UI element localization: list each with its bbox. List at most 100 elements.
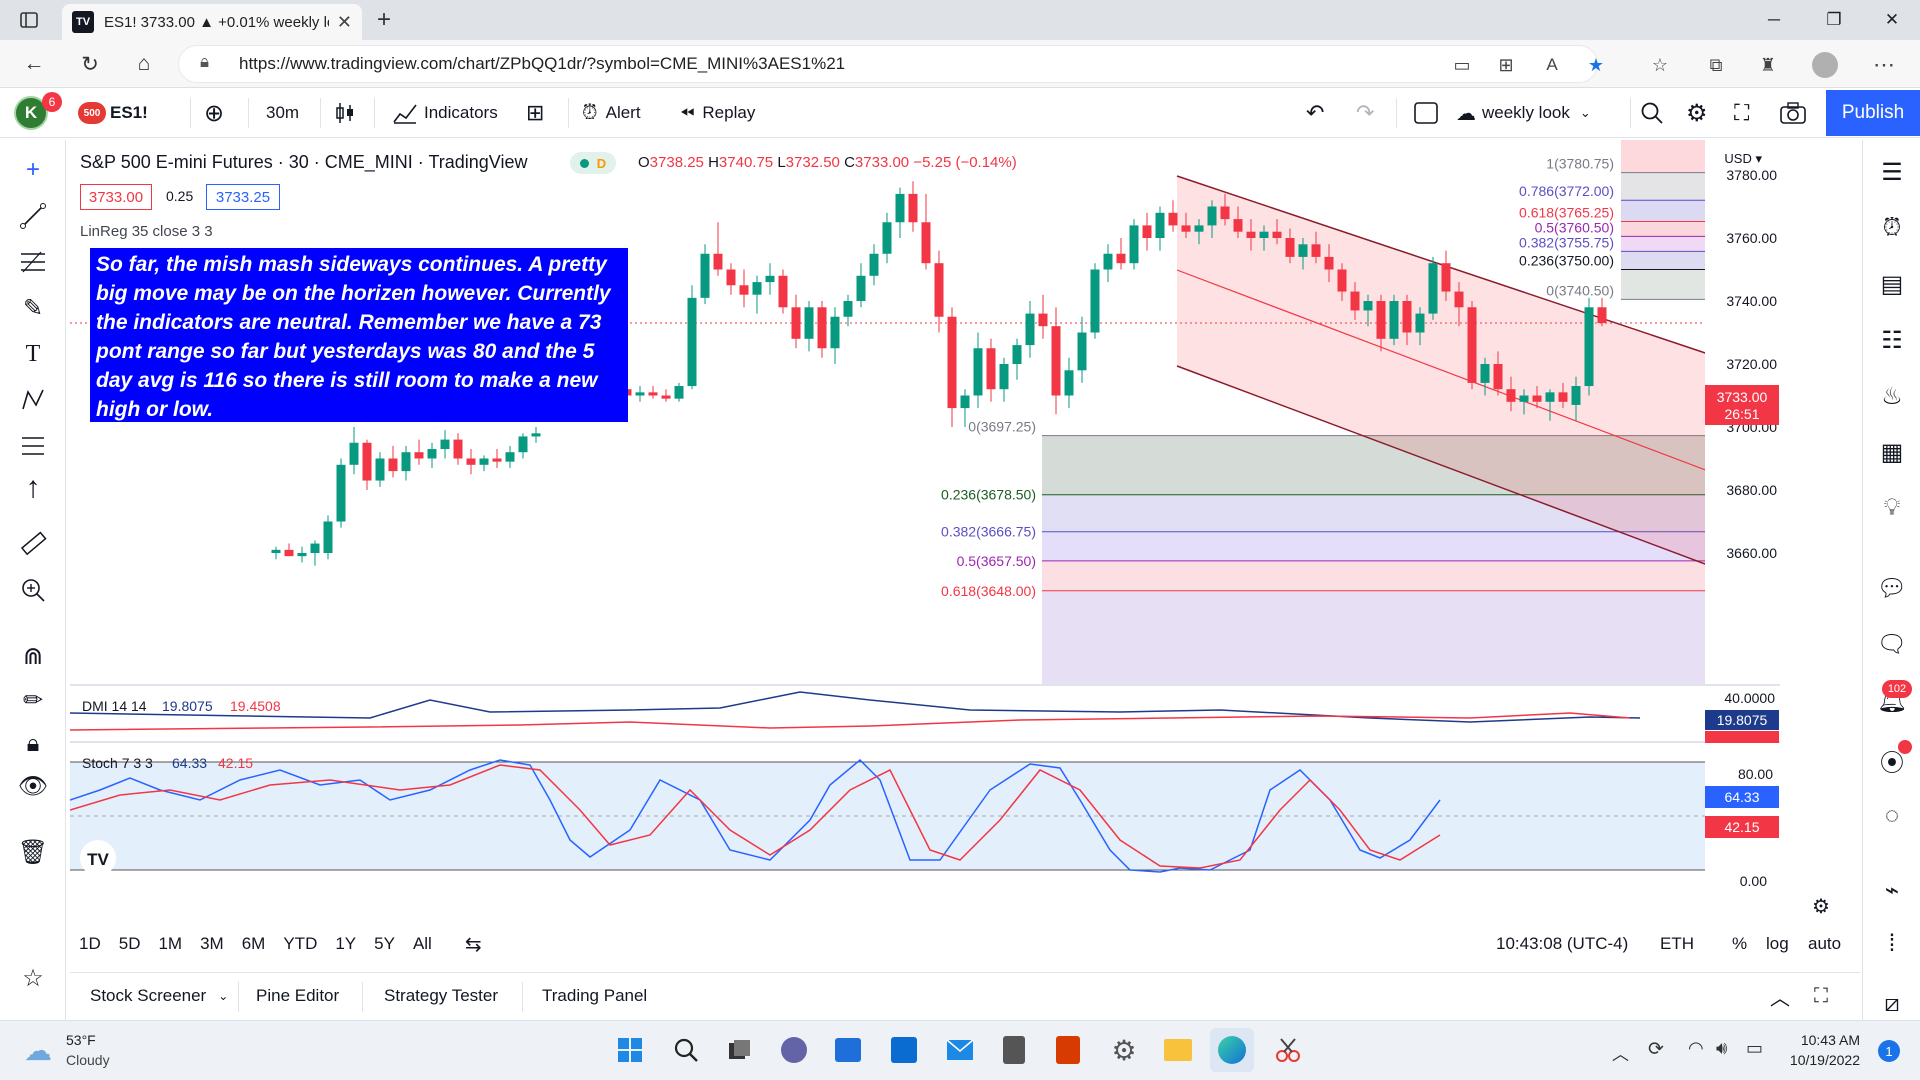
extensions-icon[interactable]: ♜ bbox=[1759, 54, 1777, 75]
volume-icon[interactable]: 🔊︎ bbox=[1716, 1038, 1728, 1058]
stay-drawing-icon[interactable]: ✏︎ bbox=[22, 686, 44, 714]
favorite-star-icon[interactable]: ★ bbox=[1587, 54, 1605, 75]
store-icon[interactable] bbox=[826, 1028, 870, 1072]
go-to-date-icon[interactable]: ⇆ bbox=[464, 933, 482, 956]
notification-center-badge[interactable]: 1 bbox=[1878, 1040, 1900, 1062]
chart-type-button[interactable] bbox=[334, 93, 356, 133]
auto-scale-button[interactable]: auto bbox=[1808, 934, 1842, 953]
hotlists-flame-icon[interactable]: ♨︎ bbox=[1881, 382, 1903, 410]
more-menu-icon[interactable]: ⋯ bbox=[1873, 52, 1895, 77]
outlook-icon[interactable] bbox=[882, 1028, 926, 1072]
undo-icon[interactable]: ↶ bbox=[1306, 100, 1325, 125]
new-tab-button[interactable]: + bbox=[376, 6, 391, 33]
mail-icon[interactable] bbox=[938, 1028, 982, 1072]
trend-line-icon[interactable] bbox=[13, 196, 53, 236]
teams-chat-icon[interactable] bbox=[772, 1028, 816, 1072]
edge-browser-icon[interactable] bbox=[1210, 1028, 1254, 1072]
refresh-icon[interactable]: ↻ bbox=[81, 52, 99, 76]
search-icon[interactable] bbox=[1640, 93, 1664, 133]
tab-stock-screener[interactable]: Stock Screener ⌄ bbox=[90, 974, 228, 1018]
range-button-1m[interactable]: 1M bbox=[158, 934, 183, 953]
watchlist-icon[interactable]: ☰ bbox=[1881, 158, 1903, 186]
battery-icon[interactable]: ▭ bbox=[1746, 1038, 1764, 1058]
layout-name-button[interactable]: ☁︎ weekly look ⌄ bbox=[1456, 93, 1591, 133]
range-button-all[interactable]: All bbox=[412, 934, 432, 953]
lock-drawings-icon[interactable]: 🔒︎ bbox=[26, 730, 40, 757]
tray-chevron-icon[interactable]: ︿ bbox=[1612, 1045, 1629, 1064]
taskbar-clock-time[interactable]: 10:43 AM bbox=[1800, 1032, 1860, 1048]
home-icon[interactable]: ⌂ bbox=[137, 52, 151, 75]
app-available-icon[interactable]: ⊞ bbox=[1498, 54, 1514, 75]
percent-scale-button[interactable]: % bbox=[1732, 934, 1748, 953]
range-button-5y[interactable]: 5Y bbox=[374, 934, 395, 953]
text-note-annotation[interactable]: So far, the mish mash sideways continues… bbox=[90, 248, 628, 422]
chart-canvas[interactable]: 1.618(3805.50)1(3780.75)0.786(3772.00)0.… bbox=[70, 140, 1780, 892]
publish-button[interactable]: Publish bbox=[1826, 90, 1920, 136]
collections-icon[interactable]: ⧉ bbox=[1709, 54, 1723, 75]
brush-icon[interactable]: ✎ bbox=[22, 294, 44, 322]
magnet-icon[interactable]: ⋒ bbox=[22, 642, 44, 670]
back-icon[interactable]: ← bbox=[23, 52, 45, 75]
browser-tab[interactable]: TV ES1! 3733.00 ▲ +0.01% weekly lo ✕ bbox=[62, 4, 362, 40]
log-scale-button[interactable]: log bbox=[1766, 934, 1789, 953]
arrow-up-icon[interactable]: ↑ bbox=[25, 471, 41, 504]
symbol-search-button[interactable]: ES1! bbox=[110, 93, 148, 133]
chart-area[interactable]: 1.618(3805.50)1(3780.75)0.786(3772.00)0.… bbox=[70, 140, 1780, 892]
close-tab-icon[interactable]: ✕ bbox=[336, 11, 352, 32]
range-button-1y[interactable]: 1Y bbox=[335, 934, 357, 953]
patterns-icon[interactable] bbox=[13, 380, 53, 420]
buy-price-button[interactable]: 3733.25 bbox=[206, 184, 280, 210]
linreg-indicator-label[interactable]: LinReg 35 close 3 3 bbox=[80, 223, 213, 240]
market-status-badge[interactable]: D bbox=[570, 152, 616, 174]
help-icon[interactable]: ◌ bbox=[1884, 802, 1900, 829]
settings-gear-icon[interactable]: ⚙︎ bbox=[1686, 99, 1708, 127]
trash-icon[interactable]: 🗑︎ bbox=[17, 838, 49, 866]
tab-actions-icon[interactable] bbox=[14, 8, 44, 32]
lock-icon[interactable]: 🔒︎ bbox=[200, 52, 210, 71]
weather-desc[interactable]: Cloudy bbox=[66, 1052, 110, 1068]
indicators-button[interactable]: Indicators bbox=[392, 93, 498, 133]
range-button-6m[interactable]: 6M bbox=[241, 934, 266, 953]
wifi-icon[interactable]: ◠ bbox=[1688, 1038, 1704, 1058]
data-window-icon[interactable]: ☷ bbox=[1881, 326, 1903, 354]
calculator-icon[interactable] bbox=[992, 1028, 1036, 1072]
ruler-icon[interactable] bbox=[13, 524, 53, 564]
fullscreen-icon[interactable]: ⛶ bbox=[1734, 100, 1750, 125]
weather-temp[interactable]: 53°F bbox=[66, 1032, 96, 1048]
prediction-icon[interactable] bbox=[13, 426, 53, 466]
range-button-3m[interactable]: 3M bbox=[200, 934, 224, 953]
news-icon[interactable]: ▤ bbox=[1880, 270, 1904, 298]
sell-price-button[interactable]: 3733.00 bbox=[80, 184, 152, 210]
templates-icon[interactable]: ⊞ bbox=[526, 100, 545, 125]
maximize-panel-icon[interactable]: ⛶ bbox=[1814, 984, 1828, 1007]
zoom-in-icon[interactable] bbox=[13, 570, 53, 610]
address-bar[interactable]: https://www.tradingview.com/chart/ZPbQQ1… bbox=[178, 45, 1598, 83]
ideas-lightbulb-icon[interactable]: 💡︎ bbox=[1883, 494, 1901, 521]
compare-add-icon[interactable]: ⊕ bbox=[204, 99, 225, 127]
snipping-tool-icon[interactable] bbox=[1266, 1028, 1310, 1072]
interval-button[interactable]: 30m bbox=[266, 93, 299, 133]
range-button-ytd[interactable]: YTD bbox=[283, 934, 318, 953]
calendar-icon[interactable]: ▦ bbox=[1880, 438, 1904, 466]
trade-icon[interactable]: ⌁ bbox=[1884, 876, 1900, 904]
profile-avatar[interactable] bbox=[1812, 52, 1838, 78]
favorites-icon[interactable]: ☆ bbox=[1651, 54, 1669, 75]
watchlist-star-icon[interactable]: ☆ bbox=[22, 964, 44, 992]
task-view-icon[interactable] bbox=[718, 1028, 762, 1072]
dom-icon[interactable]: ⁞ bbox=[1888, 930, 1896, 957]
close-window-button[interactable]: ✕ bbox=[1884, 10, 1900, 29]
sync-icon[interactable]: ⟳ bbox=[1648, 1039, 1664, 1060]
clock-time[interactable]: 10:43:08 (UTC-4) bbox=[1496, 934, 1629, 953]
hide-drawings-eye-icon[interactable]: 👁︎ bbox=[17, 772, 49, 800]
layout-select-icon[interactable] bbox=[1414, 93, 1438, 133]
tab-strategy-tester[interactable]: Strategy Tester bbox=[384, 974, 498, 1018]
taskbar-clock-date[interactable]: 10/19/2022 bbox=[1789, 1052, 1860, 1068]
minimize-button[interactable]: ─ bbox=[1767, 10, 1781, 29]
crosshair-icon[interactable]: + bbox=[25, 156, 40, 183]
tab-pine-editor[interactable]: Pine Editor bbox=[256, 974, 339, 1018]
session-button[interactable]: ETH bbox=[1660, 934, 1694, 953]
taskbar-search-icon[interactable] bbox=[664, 1028, 708, 1072]
range-button-1d[interactable]: 1D bbox=[79, 934, 101, 953]
office-icon[interactable] bbox=[1046, 1028, 1090, 1072]
windows-start-icon[interactable] bbox=[608, 1028, 652, 1072]
